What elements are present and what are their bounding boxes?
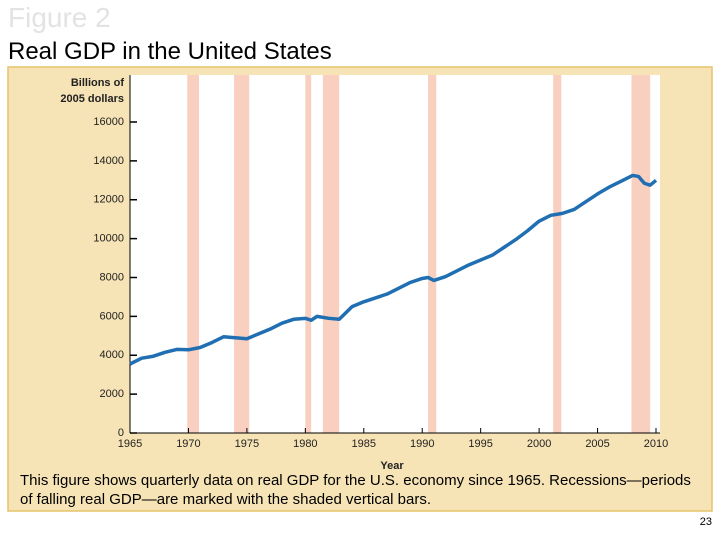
x-tick-label: 2000 [527,438,551,450]
recession-bar [631,75,651,433]
gdp-line [129,173,658,366]
x-tick-label: 1995 [468,438,492,450]
caption: This figure shows quarterly data on real… [20,472,691,508]
figure-label: Figure 2 [8,2,111,33]
y-tick-label: 6000 [100,310,124,322]
recession-bar [234,75,250,433]
x-tick-label: 1965 [118,438,142,450]
recession-bar [305,75,312,433]
x-tick-label: 2005 [585,438,609,450]
x-axis-label: Year [380,460,404,472]
y-tick-label: 12000 [93,194,124,206]
x-tick-label: 1980 [293,438,317,450]
recession-bar [187,75,199,433]
y-tick-label: 0 [118,427,124,439]
y-axis-label: 2005 dollars [60,93,124,105]
slide-title: Real GDP in the United States [8,38,332,65]
recession-bar [553,75,562,433]
y-tick-label: 10000 [93,233,124,245]
page-number: 23 [699,516,712,528]
y-tick-label: 14000 [93,155,124,167]
x-tick-label: 2010 [644,438,668,450]
plot-area [130,75,660,433]
recession-bar [428,75,437,433]
y-axis-label: Billions of [71,77,125,89]
y-tick-label: 2000 [100,388,124,400]
recession-bar [322,75,340,433]
y-tick-label: 4000 [100,349,124,361]
x-tick-label: 1985 [352,438,376,450]
x-tick-label: 1990 [410,438,434,450]
y-tick-label: 8000 [100,271,124,283]
x-tick-label: 1975 [235,438,259,450]
y-tick-label: 16000 [93,116,124,128]
x-tick-label: 1970 [176,438,200,450]
